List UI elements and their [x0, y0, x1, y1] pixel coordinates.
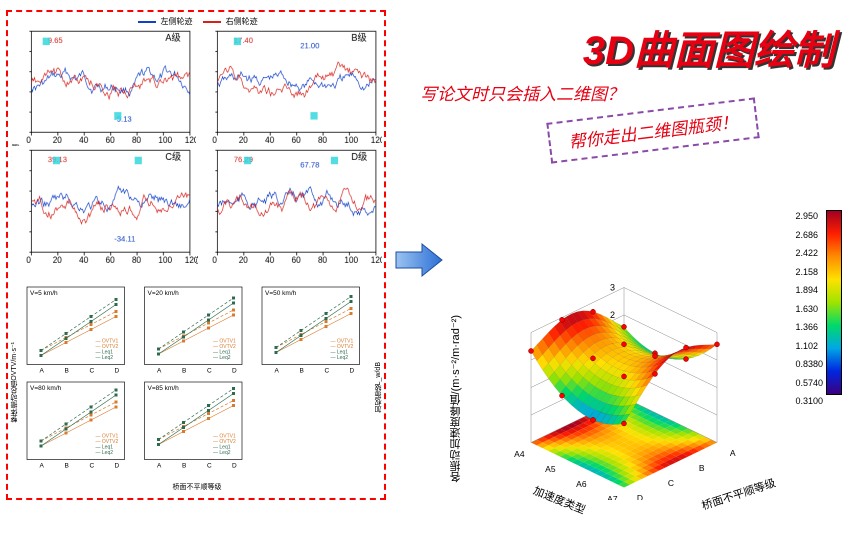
- callout-text: 帮你走出二维图瓶颈！: [568, 113, 739, 153]
- bottom-charts-canvas: [12, 282, 382, 477]
- colorbar: [826, 210, 842, 395]
- bottom-5panel-group: 整体振动总值OVTV/m·s⁻¹ 加权振级L_w/dB 桥面不平顺等级: [12, 282, 382, 492]
- surface-canvas: [464, 190, 844, 500]
- top-4panel-group: 左侧轮迹 右侧轮迹 不平顺值/mm 桥面位置/m: [12, 16, 382, 276]
- legend-right-line: [203, 21, 221, 23]
- left-dashed-panel: 左侧轮迹 右侧轮迹 不平顺值/mm 桥面位置/m 整体振动总值OVTV/m·s⁻…: [6, 10, 386, 500]
- colorbar-ticks: 2.9502.6862.4222.1581.8941.6301.3661.102…: [795, 207, 823, 411]
- surface-plot-zone: 各振动加速度峰值/(m·s⁻²/m·rad⁻²) 加速度类型 桥面不平顺等级 2…: [442, 185, 857, 520]
- subtitle-question: 写论文时只会插入二维图？: [420, 80, 624, 105]
- legend-right-text: 右侧轮迹: [226, 17, 258, 26]
- surface-ylabel: 各振动加速度峰值/(m·s⁻²/m·rad⁻²): [448, 315, 464, 482]
- top-legend: 左侧轮迹 右侧轮迹: [12, 16, 382, 27]
- callout-dashed-box: 帮你走出二维图瓶颈！: [546, 97, 759, 163]
- title-3d: 3D曲面图绘制: [583, 18, 834, 76]
- big-arrow-icon: [394, 240, 444, 280]
- bottom-ylabel-left: 整体振动总值OVTV/m·s⁻¹: [10, 342, 20, 423]
- legend-left-line: [138, 21, 156, 23]
- bottom-xlabel: 桥面不平顺等级: [12, 482, 382, 492]
- top-chart-grid: [12, 27, 382, 257]
- legend-left-text: 左侧轮迹: [161, 17, 193, 26]
- bottom-ylabel-right: 加权振级L_w/dB: [374, 362, 384, 413]
